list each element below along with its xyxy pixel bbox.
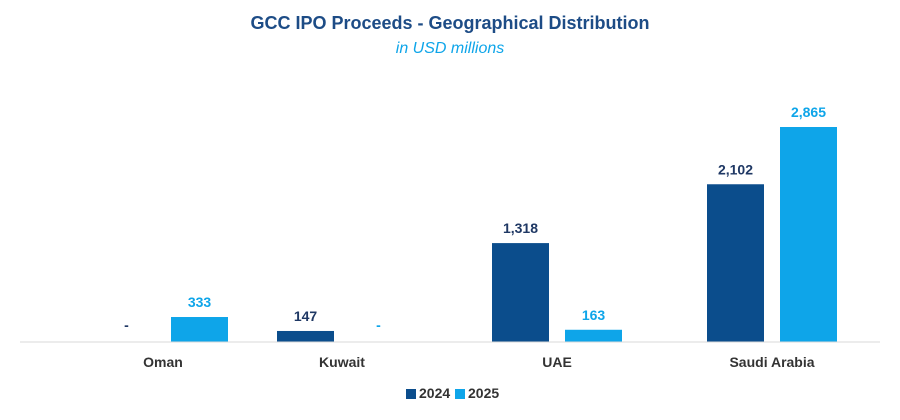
chart-subtitle: in USD millions	[396, 40, 504, 57]
bar-uae-2025	[565, 329, 622, 342]
legend-label-2025: 2025	[468, 385, 499, 401]
data-label-saudi-arabia-2024: 2,102	[718, 161, 753, 177]
data-label-kuwait-2025: -	[376, 317, 381, 333]
legend-label-2024: 2024	[419, 385, 450, 401]
data-label-oman-2024: -	[124, 317, 129, 333]
bar-saudi-arabia-2024	[707, 184, 764, 342]
legend-swatch-2025	[455, 389, 465, 399]
bar-saudi-arabia-2025	[780, 127, 837, 342]
data-label-oman-2025: 333	[188, 294, 212, 310]
bar-oman-2025	[171, 317, 228, 342]
category-label-kuwait: Kuwait	[319, 354, 365, 370]
bar-uae-2024	[492, 243, 549, 342]
legend: 2024 2025	[406, 385, 499, 401]
category-labels-layer: Oman Kuwait UAE Saudi Arabia	[143, 354, 815, 370]
data-label-saudi-arabia-2025: 2,865	[791, 104, 826, 120]
data-label-uae-2024: 1,318	[503, 220, 538, 236]
category-label-oman: Oman	[143, 354, 183, 370]
category-label-uae: UAE	[542, 354, 572, 370]
data-label-kuwait-2024: 147	[294, 308, 318, 324]
legend-swatch-2024	[406, 389, 416, 399]
data-label-uae-2025: 163	[582, 307, 606, 323]
bars-layer	[171, 127, 837, 342]
chart-title: GCC IPO Proceeds - Geographical Distribu…	[250, 13, 649, 33]
category-label-saudi-arabia: Saudi Arabia	[729, 354, 814, 370]
data-labels-layer: - 333 147 - 1,318 163 2,102 2,865	[124, 104, 826, 333]
bar-kuwait-2024	[277, 330, 334, 342]
